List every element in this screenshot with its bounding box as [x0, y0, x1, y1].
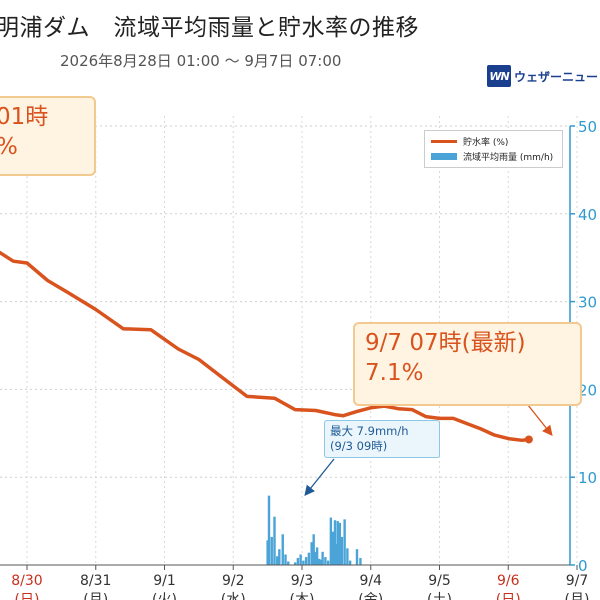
legend-label-storage: 貯水率 (%) — [463, 138, 509, 148]
x-axis-date-label: 8/31 — [80, 573, 111, 589]
rain-bar — [317, 558, 321, 565]
start-callout-value: % — [0, 132, 84, 162]
x-axis-date-label: 9/7 — [566, 573, 589, 589]
rain-bar — [315, 547, 319, 565]
latest-point — [524, 435, 533, 444]
x-axis-date-label: 9/5 — [428, 573, 451, 589]
x-axis-date-label: 9/3 — [291, 573, 314, 589]
right-axis-tick-label: 10 — [578, 469, 597, 487]
rain-bar — [314, 551, 317, 565]
rain-bar — [333, 520, 337, 565]
brand-logo: WN ウェザーニュー — [487, 62, 598, 90]
x-axis-weekday-label: (月) — [83, 592, 108, 600]
rain-bar — [267, 495, 271, 565]
storage-line — [0, 250, 531, 443]
x-axis-weekday-label: (木) — [290, 592, 315, 600]
x-axis-weekday-label: (土) — [427, 592, 452, 600]
rain-bar — [278, 549, 281, 565]
x-axis-date-label: 9/4 — [359, 573, 382, 589]
latest-callout-time: 9/7 07時(最新) — [365, 330, 526, 356]
rain-bars — [266, 495, 362, 565]
x-axis-date-label: 9/2 — [222, 573, 245, 589]
max-rain-callout-time: (9/3 09時) — [330, 439, 388, 453]
chart-title: 明浦ダム 流域平均雨量と貯水率の推移 — [0, 15, 419, 41]
legend-swatch-storage — [431, 140, 457, 143]
rain-bar — [310, 542, 313, 565]
x-axis: 8/30 (日) 8/31 (月) 9/1 (火) 9/2 (水) 9/3 (木) 9/4 (金) 9/… — [0, 564, 590, 600]
rain-bar — [312, 534, 315, 565]
legend-item-rain: 流域平均雨量 (mm/h) — [425, 149, 562, 164]
rain-bar — [266, 540, 269, 565]
rain-bar — [304, 557, 308, 565]
legend-item-storage: 貯水率 (%) — [425, 134, 562, 149]
rain-bar — [320, 559, 323, 565]
right-axis-tick-label: 40 — [578, 206, 597, 224]
rain-bar — [281, 534, 284, 565]
rain-bar — [324, 557, 327, 565]
x-axis-date-label: 8/30 — [11, 573, 42, 589]
storage-line-group — [0, 250, 533, 444]
rain-bar — [331, 531, 335, 565]
max-rain-callout-value: 最大 7.9mm/h — [330, 424, 409, 438]
rain-bar — [296, 557, 300, 565]
rain-bar — [293, 562, 297, 565]
latest-callout-value: 7.1% — [365, 360, 424, 386]
rain-bar — [326, 560, 330, 565]
right-axis-tick-label: 30 — [578, 294, 597, 312]
rain-bar — [343, 519, 346, 565]
rain-bar — [355, 549, 359, 565]
rain-bar — [276, 556, 279, 565]
latest-value-callout: 9/7 07時(最新) 7.1% — [353, 322, 582, 406]
start-value-callout: 01時 % — [0, 96, 96, 176]
rain-bar — [287, 561, 290, 565]
x-axis-date-label: 9/6 — [497, 573, 520, 589]
rain-bar — [307, 552, 311, 565]
chart-subtitle: 2026年8月28日 01:00 〜 9月7日 07:00 — [60, 52, 342, 70]
x-axis-weekday-label: (水) — [221, 592, 246, 600]
right-axis-tick-label: 50 — [578, 118, 597, 136]
rain-bar — [321, 551, 324, 565]
x-axis-weekday-label: (火) — [152, 592, 177, 600]
right-axis: 0 10 20 30 40 50 — [569, 118, 597, 575]
max-rain-arrow — [304, 458, 335, 497]
rain-bar — [284, 554, 287, 565]
weathernews-logo-icon: WN — [487, 65, 511, 87]
x-axis-weekday-label: (日) — [496, 592, 521, 600]
rain-bar — [338, 522, 342, 565]
rain-bar — [270, 536, 273, 565]
right-axis-tick-label: 0 — [578, 557, 588, 575]
rain-bar — [348, 560, 352, 565]
x-axis-weekday-label: (金) — [358, 592, 383, 600]
rain-bar — [273, 516, 276, 565]
rain-bar — [359, 557, 362, 565]
x-axis-weekday-label: (月) — [565, 592, 590, 600]
x-axis-date-label: 9/1 — [153, 573, 176, 589]
max-rain-callout: 最大 7.9mm/h (9/3 09時) — [324, 420, 440, 458]
rain-bar — [299, 554, 302, 565]
brand-name: ウェザーニュー — [514, 69, 599, 84]
rain-bar — [329, 517, 333, 565]
rain-bar — [302, 560, 305, 565]
rain-bar — [340, 536, 344, 565]
legend-swatch-rain — [431, 153, 457, 160]
legend: 貯水率 (%) 流域平均雨量 (mm/h) — [424, 130, 563, 168]
right-axis-tick-label: 20 — [578, 381, 597, 399]
start-callout-time: 01時 — [0, 104, 49, 130]
rain-bar — [336, 521, 339, 565]
rain-bar — [346, 548, 349, 565]
legend-label-rain: 流域平均雨量 (mm/h) — [463, 153, 554, 163]
x-axis-weekday-label: (日) — [15, 592, 40, 600]
rain-bar — [335, 543, 338, 565]
